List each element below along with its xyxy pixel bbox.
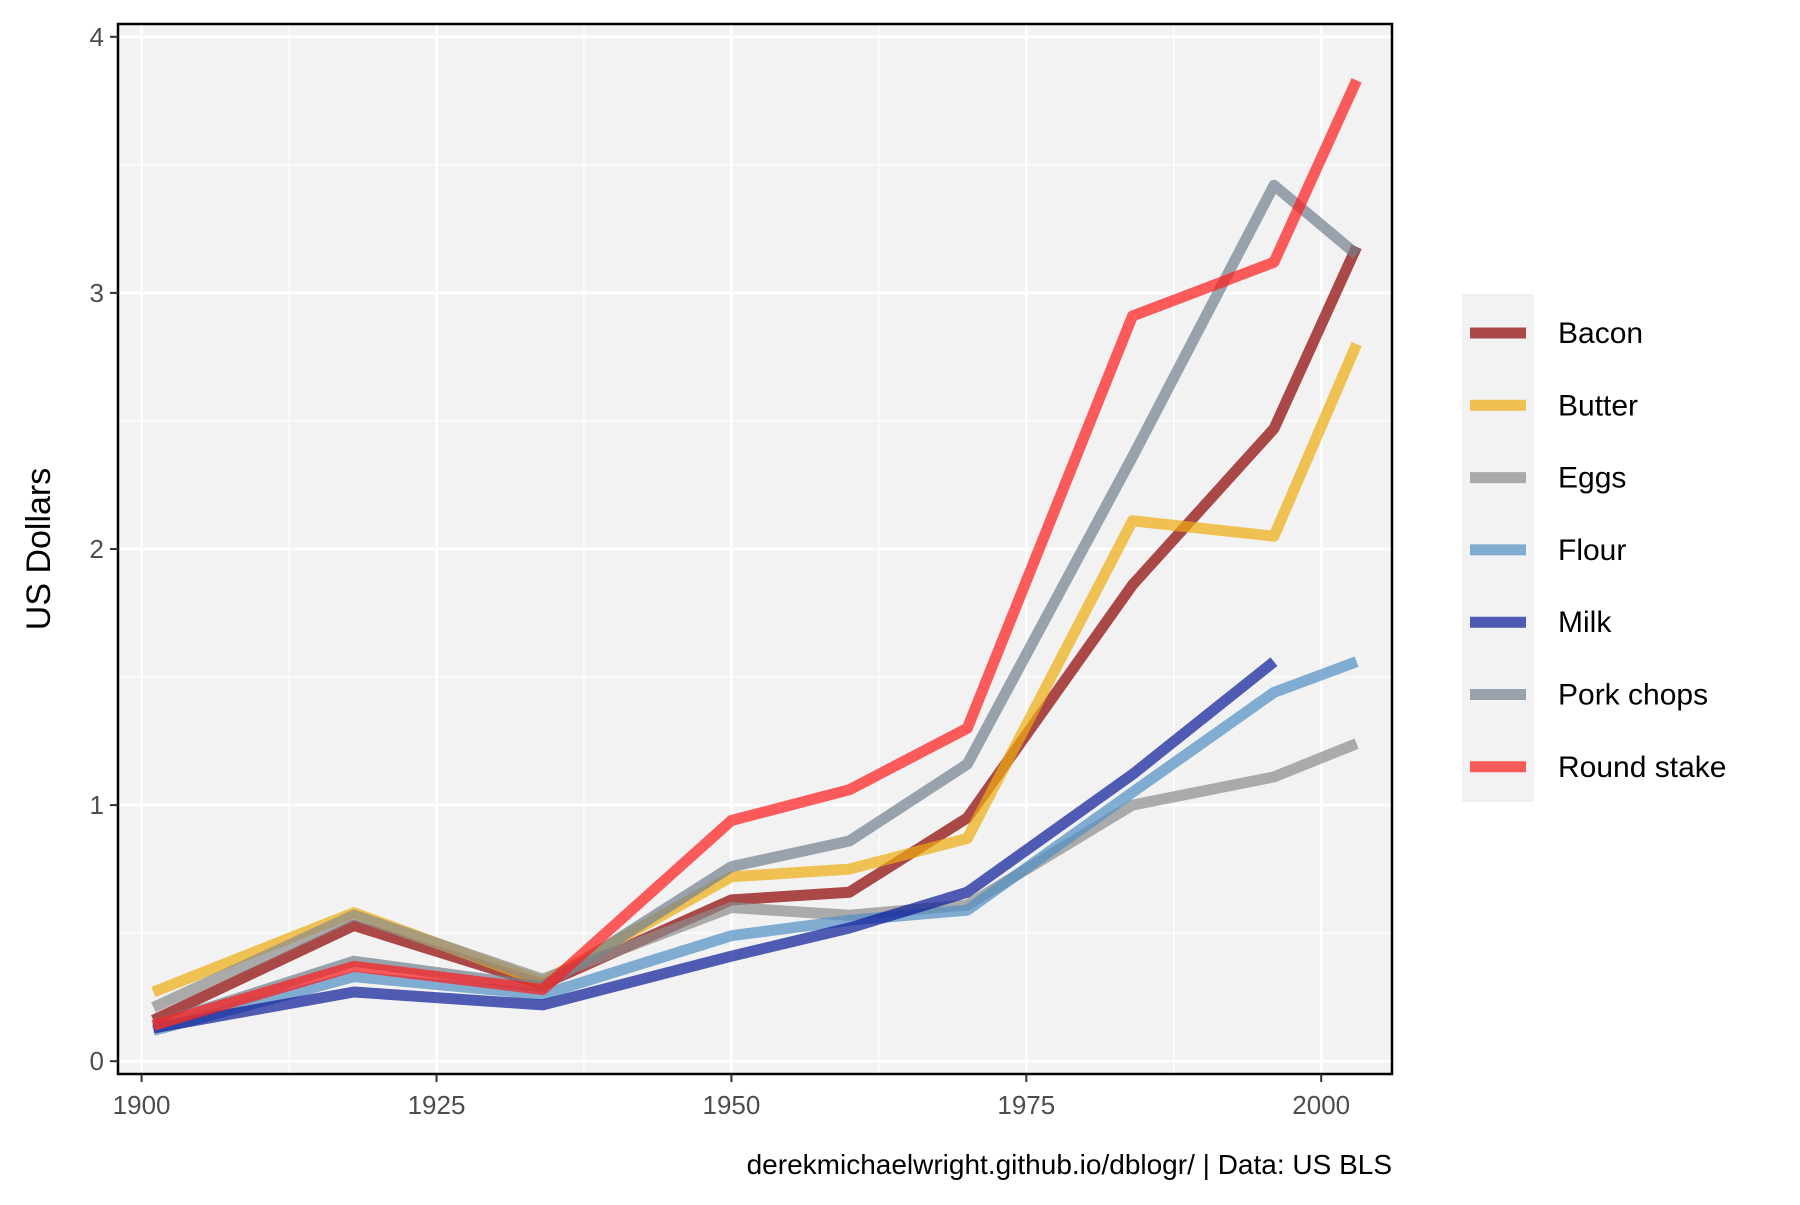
x-tick-label: 2000	[1292, 1090, 1350, 1120]
legend-label-eggs: Eggs	[1558, 462, 1626, 495]
y-axis-title: US Dollars	[20, 468, 58, 630]
series-line-flour	[151, 656, 1359, 1036]
axis-layer: 1900 1925 1950 1975 2000 0 1 2 3 4	[90, 22, 1351, 1120]
legend-label-bacon: Bacon	[1558, 317, 1643, 350]
legend-label-milk: Milk	[1558, 606, 1612, 639]
series-line-bacon	[151, 244, 1362, 1026]
legend: Bacon Butter Eggs Flour Milk Pork chops Round …	[1462, 294, 1726, 802]
y-tick-label: 1	[90, 790, 104, 820]
x-tick-label: 1975	[997, 1090, 1055, 1120]
series-line-milk	[152, 657, 1278, 1034]
y-tick-label: 0	[90, 1046, 104, 1076]
legend-label-flour: Flour	[1558, 534, 1626, 567]
series-line-round-stake	[151, 78, 1362, 1031]
x-tick-label: 1900	[113, 1090, 171, 1120]
x-tick-label: 1925	[408, 1090, 466, 1120]
legend-label-round-stake: Round stake	[1558, 751, 1726, 784]
x-tick-label: 1950	[702, 1090, 760, 1120]
y-tick-label: 2	[90, 534, 104, 564]
y-tick-label: 3	[90, 278, 104, 308]
chart-caption: derekmichaelwright.github.io/dblogr/ | D…	[747, 1149, 1392, 1180]
legend-label-butter: Butter	[1558, 389, 1638, 422]
y-tick-label: 4	[90, 22, 104, 52]
legend-label-pork-chops: Pork chops	[1558, 679, 1708, 712]
series-layer	[151, 78, 1362, 1036]
